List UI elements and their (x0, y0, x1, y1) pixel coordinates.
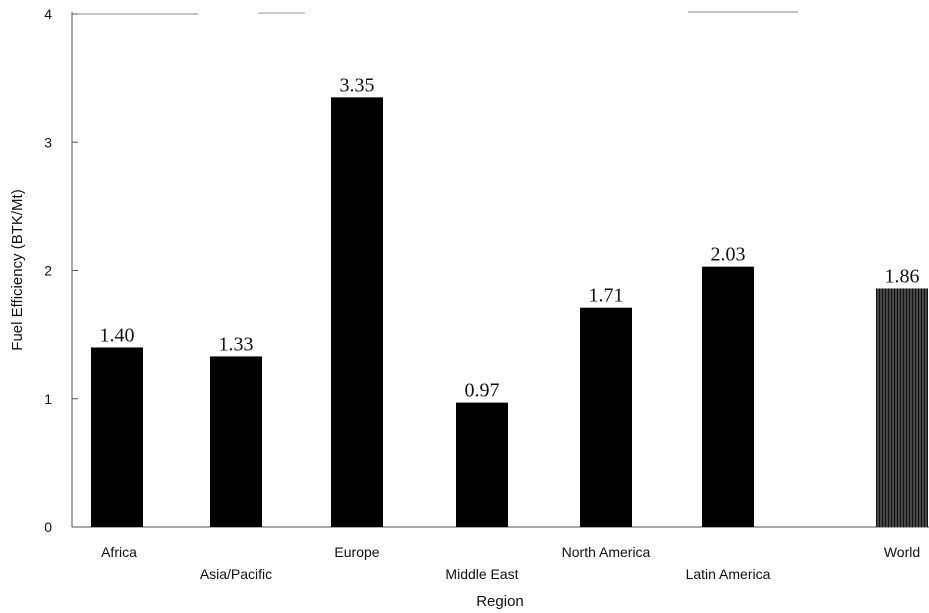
x-axis-title: Region (476, 593, 524, 610)
bar-asia-pacific (210, 356, 262, 527)
y-axis-title: Fuel Efficiency (BTK/Mt) (9, 189, 26, 350)
bar-value-label: 1.86 (885, 265, 920, 287)
category-label: Latin America (686, 566, 771, 582)
bar-europe (331, 97, 383, 528)
category-label: Asia/Pacific (200, 566, 272, 582)
bar-latin-america (702, 266, 754, 527)
category-label: World (884, 544, 920, 560)
y-tick-label: 2 (44, 263, 52, 279)
y-tick-label: 3 (44, 134, 52, 150)
bar-value-label: 1.71 (589, 285, 624, 307)
bar-africa (91, 347, 143, 527)
category-label: Middle East (445, 566, 518, 582)
bar-value-label: 3.35 (340, 74, 375, 96)
y-tick-label: 0 (44, 519, 52, 535)
bar-middle-east (456, 402, 508, 527)
bar-value-label: 0.97 (465, 380, 500, 402)
category-label: Europe (334, 544, 379, 560)
bar-world (876, 288, 928, 527)
bar-value-label: 1.40 (100, 324, 135, 346)
bar-value-label: 2.03 (711, 244, 746, 266)
bar-north-america (580, 307, 632, 527)
category-label: Africa (101, 544, 137, 560)
y-tick-label: 4 (44, 6, 52, 22)
category-label: North America (562, 544, 651, 560)
y-tick-label: 1 (44, 391, 52, 407)
bar-value-label: 1.33 (219, 333, 254, 355)
